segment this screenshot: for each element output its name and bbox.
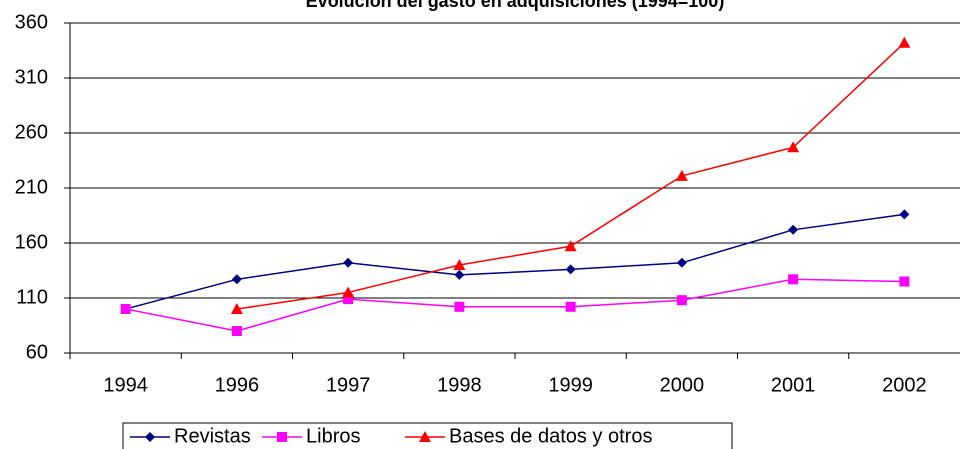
marker [788,274,799,285]
x-tick-label: 2001 [771,374,816,396]
marker [676,295,687,306]
marker [342,286,355,298]
marker [899,209,910,220]
y-tick-label: 110 [16,286,48,308]
marker [899,276,910,287]
y-tick-label: 160 [15,231,48,253]
marker [564,240,577,252]
chart-title: Evolución del gasto en adquisiciones (19… [306,0,725,11]
marker [419,431,431,442]
marker [120,304,131,314]
marker [676,257,687,268]
marker [788,224,799,235]
series-line [125,278,905,332]
x-tick-label: 2000 [660,374,705,396]
marker [454,269,465,280]
marker [453,259,466,270]
marker [565,264,576,275]
marker [675,169,688,181]
marker [787,141,800,153]
marker [277,432,287,442]
marker [343,294,354,305]
x-tick-label: 2002 [882,374,927,396]
legend-label: Bases de datos y otros [449,425,652,447]
marker [343,257,354,268]
y-tick-label: 360 [15,11,48,33]
x-tick-label: 1997 [326,374,371,396]
y-tick-label: 210 [15,176,48,198]
series-line [125,213,905,310]
y-tick-label: 60 [26,341,48,363]
y-tick-label: 310 [15,66,48,88]
marker [898,36,911,48]
x-tick-label: 1999 [548,374,593,396]
legend-label: Libros [306,425,360,447]
y-tick-label: 260 [15,121,48,143]
marker [231,274,242,285]
marker [454,301,465,312]
x-tick-label: 1994 [103,374,148,396]
x-tick-label: 1996 [215,374,260,396]
marker [231,326,242,336]
marker [565,301,576,312]
x-tick-label: 1998 [437,374,482,396]
legend-label: Revistas [174,425,251,447]
marker [145,432,155,442]
marker [230,303,243,314]
